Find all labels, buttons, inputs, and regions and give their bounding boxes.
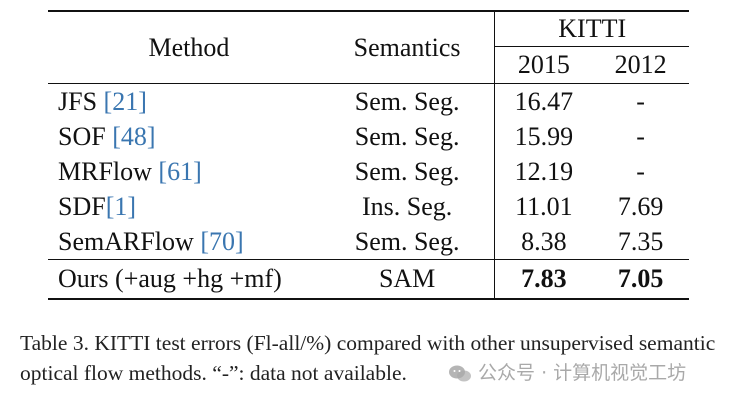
header-year-2012: 2012	[614, 50, 667, 79]
ours-value-2015: 7.83	[494, 259, 593, 300]
table-caption: Table 3. KITTI test errors (Fl-all/%) co…	[20, 331, 716, 385]
citation-link[interactable]: [1]	[105, 191, 137, 221]
results-table-container: Method Semantics KITTI 2015 2012 JFS [21…	[48, 10, 689, 300]
row-method-cell: MRFlow [61]	[48, 154, 320, 189]
header-kitti: KITTI	[494, 10, 689, 47]
value-2012: 7.35	[617, 226, 664, 256]
watermark: 公众号 · 计算机视觉工坊	[448, 358, 686, 385]
wechat-icon	[448, 364, 472, 384]
semantics-cell: Sem. Seg.	[319, 224, 496, 260]
ours-semantics-cell: SAM	[319, 259, 496, 300]
value-2012: 7.69	[617, 191, 664, 221]
ours-value-2012: 7.05	[592, 259, 689, 300]
watermark-text: 公众号 · 计算机视觉工坊	[478, 362, 687, 384]
value-2015: 15.99	[514, 121, 574, 151]
citation-link[interactable]: [70]	[200, 226, 244, 256]
value-2015: 16.47	[494, 83, 593, 119]
semantics-cell: Sem. Seg.	[319, 119, 496, 154]
results-table: Method Semantics KITTI 2015 2012 JFS [21…	[48, 10, 689, 300]
header-semantics: Semantics	[319, 10, 496, 84]
ours-method-cell: Ours (+aug +hg +mf)	[48, 259, 320, 300]
semantics-cell: Ins. Seg.	[319, 189, 496, 224]
header-year-2015: 2015	[517, 50, 570, 79]
method-name: SemARFlow	[58, 226, 201, 256]
semantics-cell: Sem. Seg.	[319, 83, 496, 119]
value-2012: -	[592, 83, 689, 119]
row-method-cell: SOF [48]	[48, 119, 320, 154]
row-method-cell: JFS [21]	[48, 83, 320, 119]
row-method-cell: SDF[1]	[48, 189, 320, 224]
value-2012: -	[636, 121, 645, 151]
citation-link[interactable]: [21]	[103, 86, 147, 116]
value-2015: 12.19	[514, 156, 574, 186]
value-2015: 8.38	[521, 226, 567, 256]
citation-link[interactable]: [48]	[112, 121, 156, 151]
method-name: JFS	[58, 86, 104, 116]
semantics-cell: Sem. Seg.	[319, 154, 496, 189]
header-method: Method	[48, 10, 320, 84]
method-name: MRFlow	[58, 156, 159, 186]
method-name: SOF	[58, 121, 113, 151]
row-method-cell: SemARFlow [70]	[48, 224, 320, 260]
value-2012: -	[636, 156, 645, 186]
value-2015: 11.01	[515, 191, 573, 221]
method-name: SDF	[58, 191, 106, 221]
citation-link[interactable]: [61]	[158, 156, 202, 186]
